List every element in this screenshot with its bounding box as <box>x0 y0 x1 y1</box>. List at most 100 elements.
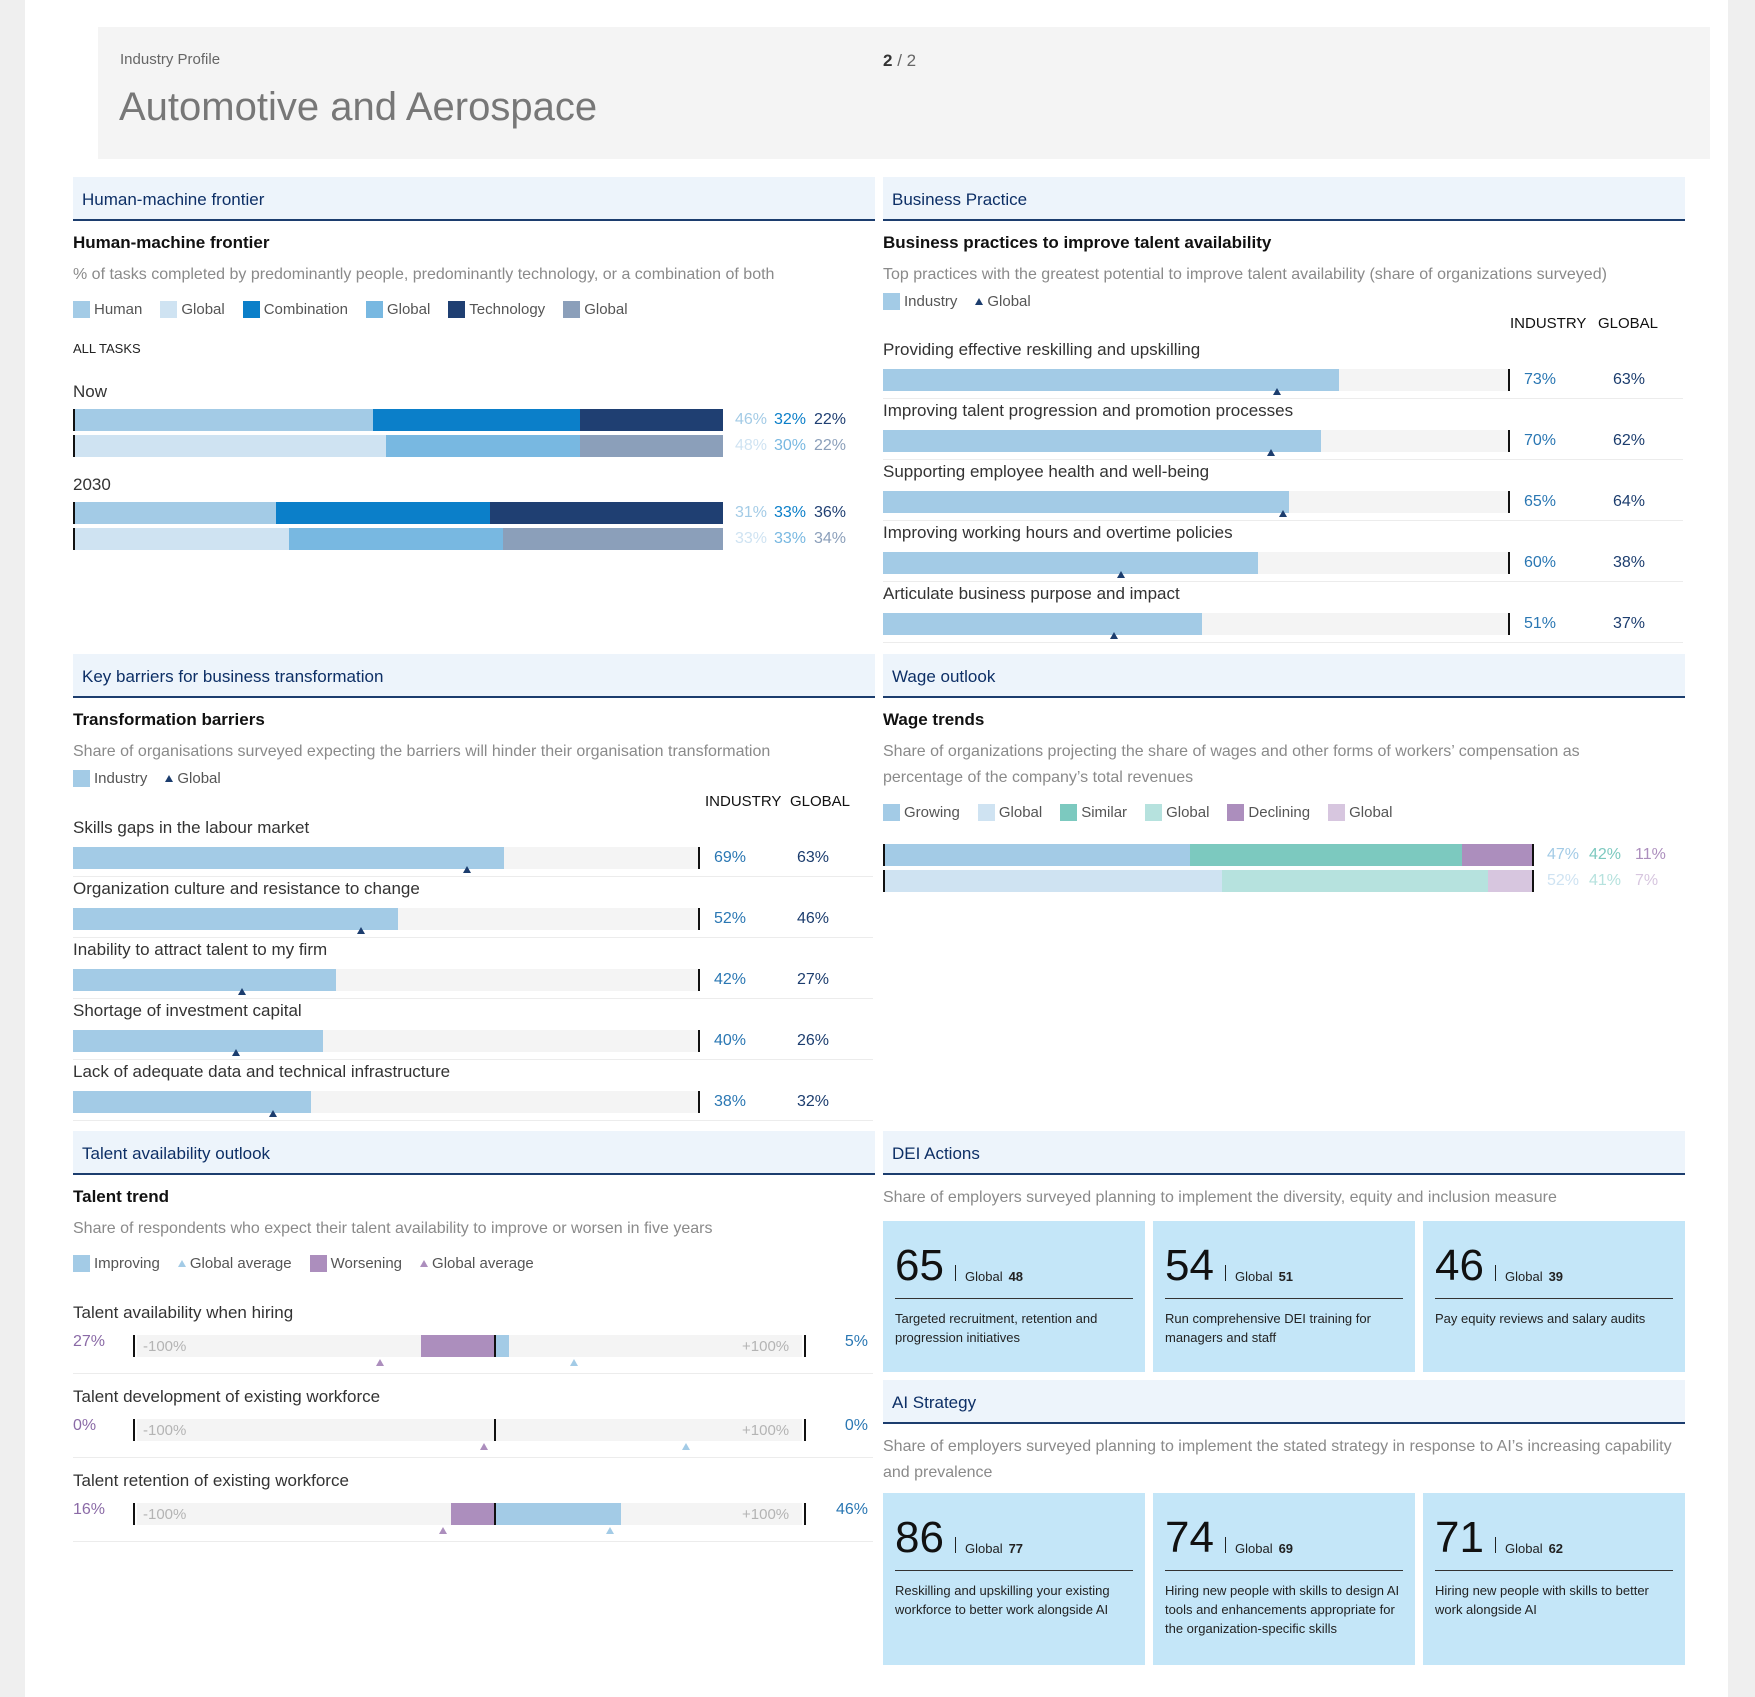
legend-improving-label: Improving <box>94 1255 160 1272</box>
bp-row-divider <box>883 581 1683 582</box>
hm-bar-human-global <box>75 435 387 457</box>
legend-swatch-technology <box>448 301 466 318</box>
dei-card-description: Run comprehensive DEI training for manag… <box>1165 1311 1371 1345</box>
legend-swatch-similar <box>1060 804 1078 821</box>
legend-worsening-global: Global average <box>420 1255 534 1272</box>
talent-axis-min: -100% <box>143 1338 187 1355</box>
ai-card-global: Global 62 <box>1505 1541 1563 1556</box>
bp-row-label: Improving working hours and overtime pol… <box>883 523 1233 542</box>
tab-ai-strategy[interactable]: AI Strategy <box>883 1380 1685 1424</box>
kb-bar-end <box>698 847 700 869</box>
dei-card-rule <box>1165 1298 1403 1299</box>
page-indicator: 2 / 2 <box>883 51 916 71</box>
legend-combination: Combination <box>242 301 348 318</box>
header-subtitle: Industry Profile <box>120 51 221 68</box>
legend-human-label: Human <box>94 301 143 318</box>
global-marker-icon <box>165 775 174 782</box>
global-marker-icon <box>975 298 984 305</box>
wage-legend: Growing Global Similar Global Declining … <box>883 804 1392 821</box>
bp-row-divider <box>883 520 1683 521</box>
hm-value-human-industry: 31% <box>735 504 768 521</box>
kb-bar-industry <box>73 1091 311 1113</box>
hm-value-combination-global: 30% <box>774 437 807 454</box>
kb-bar-industry <box>73 908 398 930</box>
bp-legend: Industry Global <box>883 293 1031 310</box>
wage-outlook-panel: Wage outlook Wage trends Share of organi… <box>883 654 1685 894</box>
ai-card-global-value: 62 <box>1548 1541 1564 1556</box>
tab-wage-outlook[interactable]: Wage outlook <box>883 654 1685 698</box>
talent-axis-left <box>133 1503 135 1525</box>
bp-bar-track <box>883 491 1508 513</box>
legend-technology-global: Global <box>563 301 628 318</box>
legend-industry: Industry <box>883 293 957 310</box>
hm-value-technology-industry: 36% <box>814 504 847 521</box>
bp-value-industry: 73% <box>1523 371 1557 388</box>
kb-row-divider <box>73 1059 873 1060</box>
ai-card: 71 Global 62 Hiring new people with skills … <box>1423 1493 1685 1665</box>
tab-talent-availability[interactable]: Talent availability outlook <box>73 1131 875 1175</box>
kb-row-divider <box>73 937 873 938</box>
dei-card-description: Targeted recruitment, retention and prog… <box>895 1311 1098 1345</box>
talent-global-worsening-marker-icon <box>480 1443 489 1450</box>
hm-value-combination-industry: 33% <box>774 504 807 521</box>
legend-human-global-label: Global <box>181 301 225 318</box>
hm-value-human-industry: 46% <box>735 411 768 428</box>
talent-axis-right <box>804 1419 806 1441</box>
dei-panel: DEI Actions Share of employers surveyed … <box>883 1131 1685 1372</box>
page-title: Automotive and Aerospace <box>119 85 598 129</box>
bp-value-industry: 65% <box>1523 493 1557 510</box>
ai-card: 74 Global 69 Hiring new people with skills … <box>1153 1493 1415 1665</box>
ai-card-global-value: 77 <box>1008 1541 1024 1556</box>
dei-card-divider <box>1225 1265 1226 1281</box>
legend-worsening-label: Worsening <box>330 1255 403 1272</box>
tab-business-practice[interactable]: Business Practice <box>883 177 1685 221</box>
page-current: 2 <box>883 51 893 70</box>
kb-row-label: Shortage of investment capital <box>73 1001 302 1020</box>
dei-card-rule <box>895 1298 1133 1299</box>
dei-card-value: 46 <box>1435 1241 1484 1290</box>
bp-bar-end <box>1508 613 1510 635</box>
legend-improving: Improving <box>73 1255 160 1272</box>
talent-bar-track <box>137 1419 802 1441</box>
talent-axis-center <box>494 1419 496 1441</box>
bp-bar-track <box>883 430 1508 452</box>
hm-bar-combination-global <box>386 435 581 457</box>
talent-value-worsening: 16% <box>73 1501 106 1518</box>
kb-bar-end <box>698 969 700 991</box>
bp-value-industry: 60% <box>1523 554 1557 571</box>
hm-group-label: 2030 <box>73 475 111 494</box>
bp-row-divider <box>883 398 1683 399</box>
legend-similar: Similar <box>1060 804 1127 821</box>
kb-row-divider <box>73 876 873 877</box>
ai-card-global-label: Global <box>965 1541 1003 1556</box>
talent-axis-min: -100% <box>143 1506 187 1523</box>
legend-improving-global-label: Global average <box>189 1255 292 1272</box>
dei-card-value: 54 <box>1165 1241 1214 1290</box>
tab-human-machine[interactable]: Human-machine frontier <box>73 177 875 221</box>
legend-swatch-technology-global <box>563 301 581 318</box>
legend-swatch-human <box>73 301 90 318</box>
bp-global-marker-icon <box>1266 449 1275 456</box>
legend-global-label: Global <box>177 770 221 787</box>
hm-value-combination-global: 33% <box>774 530 807 547</box>
dei-card-description: Pay equity reviews and salary audits <box>1435 1311 1646 1326</box>
wage-value-similar-industry: 42% <box>1589 846 1622 863</box>
wage-bar-similar-global <box>1221 870 1488 892</box>
ai-card-value: 71 <box>1435 1513 1484 1562</box>
wage-stacked-bar-industry <box>883 844 1533 866</box>
kb-col-global: GLOBAL <box>790 793 851 810</box>
kb-value-industry: 40% <box>713 1032 747 1049</box>
global-worsening-marker-icon <box>420 1260 429 1267</box>
ai-card-description: Hiring new people with skills to design … <box>1165 1583 1400 1636</box>
hm-title: Human-machine frontier <box>73 233 270 252</box>
dei-card-global-value: 51 <box>1278 1269 1294 1284</box>
talent-bar-worsening <box>451 1503 495 1525</box>
tab-dei-actions[interactable]: DEI Actions <box>883 1131 1685 1175</box>
bp-global-marker-icon <box>1272 388 1281 395</box>
bp-bar-end <box>1508 369 1510 391</box>
kb-col-industry: INDUSTRY <box>705 793 782 810</box>
key-barriers-panel: Key barriers for business transformation… <box>73 654 875 1124</box>
ai-card-divider <box>955 1537 956 1553</box>
hm-value-human-global: 48% <box>735 437 768 454</box>
tab-key-barriers[interactable]: Key barriers for business transformation <box>73 654 875 698</box>
